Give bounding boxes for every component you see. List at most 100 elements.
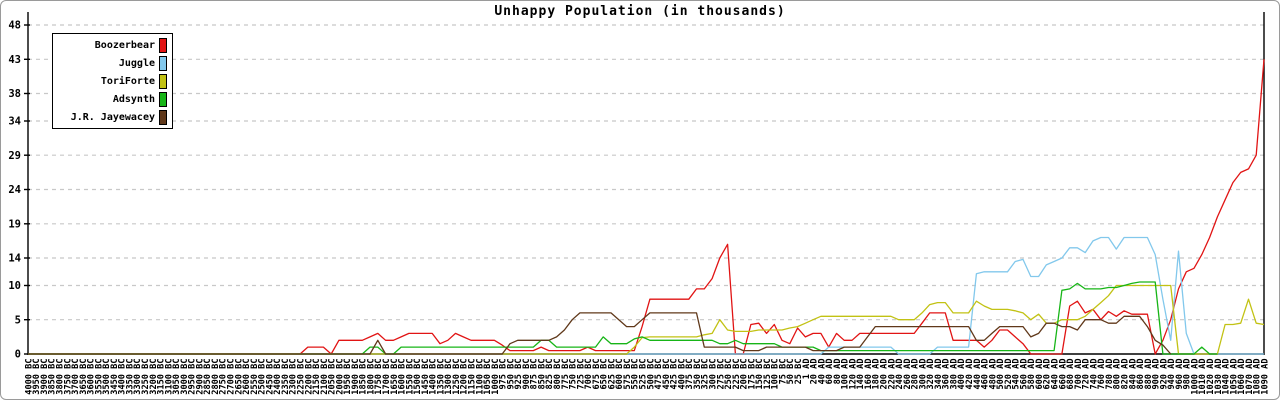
svg-text:0: 0	[15, 349, 21, 361]
svg-text:940 AD: 940 AD	[1167, 359, 1177, 390]
svg-text:48: 48	[8, 20, 21, 32]
svg-text:175 BC: 175 BC	[747, 359, 757, 390]
svg-text:2700 BC: 2700 BC	[227, 359, 237, 395]
svg-text:25 BC: 25 BC	[794, 359, 804, 385]
svg-text:525 BC: 525 BC	[639, 359, 649, 390]
svg-text:400 AD: 400 AD	[957, 359, 967, 390]
svg-text:1020 AD: 1020 AD	[1206, 359, 1216, 395]
svg-text:860 AD: 860 AD	[1136, 359, 1146, 390]
svg-text:1550 BC: 1550 BC	[405, 359, 415, 395]
svg-text:40 AD: 40 AD	[817, 359, 827, 385]
svg-text:2250 BC: 2250 BC	[296, 359, 306, 395]
svg-text:2600 BC: 2600 BC	[242, 359, 252, 395]
y-axis-labels: 0 5 10 14 19 24 29 34 38 43 48	[8, 20, 21, 361]
svg-text:1000 AD: 1000 AD	[1190, 359, 1200, 395]
svg-text:720 AD: 720 AD	[1082, 359, 1092, 390]
svg-text:3400 BC: 3400 BC	[118, 359, 128, 395]
series-line-boozerbear	[28, 59, 1265, 355]
gridlines	[28, 24, 1264, 321]
svg-text:825 BC: 825 BC	[545, 359, 555, 390]
svg-text:3800 BC: 3800 BC	[55, 359, 65, 395]
svg-text:14: 14	[8, 253, 21, 265]
svg-text:75 BC: 75 BC	[778, 359, 788, 385]
svg-text:3100 BC: 3100 BC	[164, 359, 174, 395]
legend-label: Adsynth	[112, 93, 155, 105]
svg-text:38: 38	[8, 88, 21, 100]
svg-text:750 BC: 750 BC	[569, 359, 579, 390]
svg-text:920 AD: 920 AD	[1159, 359, 1169, 390]
svg-text:725 BC: 725 BC	[576, 359, 586, 390]
svg-text:620 AD: 620 AD	[1043, 359, 1053, 390]
svg-text:1050 BC: 1050 BC	[483, 359, 493, 395]
svg-text:275 BC: 275 BC	[716, 359, 726, 390]
svg-text:600 BC: 600 BC	[615, 359, 625, 390]
svg-text:340 AD: 340 AD	[934, 359, 944, 390]
svg-text:580 AD: 580 AD	[1027, 359, 1037, 390]
svg-text:960 AD: 960 AD	[1175, 359, 1185, 390]
svg-text:1800 BC: 1800 BC	[366, 359, 376, 395]
svg-text:560 AD: 560 AD	[1019, 359, 1029, 390]
svg-text:2850 BC: 2850 BC	[203, 359, 213, 395]
svg-text:325 BC: 325 BC	[701, 359, 711, 390]
svg-text:160 AD: 160 AD	[864, 359, 874, 390]
series-line-juggle	[28, 236, 1264, 355]
svg-text:2300 BC: 2300 BC	[289, 359, 299, 395]
svg-text:120 AD: 120 AD	[848, 359, 858, 390]
legend-swatch	[159, 109, 167, 125]
svg-text:3850 BC: 3850 BC	[48, 359, 58, 395]
svg-text:500 BC: 500 BC	[646, 359, 656, 390]
svg-text:2750 BC: 2750 BC	[219, 359, 229, 395]
svg-text:520 AD: 520 AD	[1004, 359, 1014, 390]
svg-text:1350 BC: 1350 BC	[436, 359, 446, 395]
svg-text:280 AD: 280 AD	[911, 359, 921, 390]
svg-text:2900 BC: 2900 BC	[195, 359, 205, 395]
svg-text:1600 BC: 1600 BC	[398, 359, 408, 395]
svg-text:1900 BC: 1900 BC	[351, 359, 361, 395]
svg-text:10: 10	[8, 280, 21, 292]
svg-text:1300 BC: 1300 BC	[444, 359, 454, 395]
svg-text:980 AD: 980 AD	[1183, 359, 1193, 390]
svg-text:1000 BC: 1000 BC	[491, 359, 501, 395]
svg-text:900 BC: 900 BC	[522, 359, 532, 390]
svg-text:480 AD: 480 AD	[988, 359, 998, 390]
svg-text:220 AD: 220 AD	[887, 359, 897, 390]
svg-text:375 BC: 375 BC	[685, 359, 695, 390]
svg-text:950 BC: 950 BC	[506, 359, 516, 390]
svg-text:575 BC: 575 BC	[623, 359, 633, 390]
svg-text:625 BC: 625 BC	[607, 359, 617, 390]
svg-text:300 AD: 300 AD	[918, 359, 928, 390]
svg-text:20 AD: 20 AD	[810, 359, 820, 385]
svg-text:440 AD: 440 AD	[973, 359, 983, 390]
svg-text:800 AD: 800 AD	[1113, 359, 1123, 390]
svg-text:740 AD: 740 AD	[1089, 359, 1099, 390]
svg-text:975 BC: 975 BC	[499, 359, 509, 390]
series-line-j-r-jayewacey	[28, 312, 1172, 355]
svg-text:3200 BC: 3200 BC	[149, 359, 159, 395]
svg-text:500 AD: 500 AD	[996, 359, 1006, 390]
svg-text:760 AD: 760 AD	[1097, 359, 1107, 390]
svg-text:1100 BC: 1100 BC	[475, 359, 485, 395]
svg-text:3500 BC: 3500 BC	[102, 359, 112, 395]
svg-text:3150 BC: 3150 BC	[157, 359, 167, 395]
svg-text:300 BC: 300 BC	[708, 359, 718, 390]
svg-text:125 BC: 125 BC	[763, 359, 773, 390]
svg-text:660 AD: 660 AD	[1058, 359, 1068, 390]
svg-text:1060 AD: 1060 AD	[1237, 359, 1247, 395]
svg-text:640 AD: 640 AD	[1051, 359, 1061, 390]
svg-text:1030 AD: 1030 AD	[1214, 359, 1224, 395]
legend-item: J.R. Jayewacey	[57, 108, 167, 126]
svg-text:360 AD: 360 AD	[942, 359, 952, 390]
svg-text:250 BC: 250 BC	[724, 359, 734, 390]
svg-text:260 AD: 260 AD	[903, 359, 913, 390]
svg-text:150 BC: 150 BC	[755, 359, 765, 390]
svg-text:1 AD: 1 AD	[802, 359, 812, 380]
svg-text:3050 BC: 3050 BC	[172, 359, 182, 395]
legend-item: ToriForte	[57, 72, 167, 90]
svg-text:3550 BC: 3550 BC	[94, 359, 104, 395]
svg-text:2800 BC: 2800 BC	[211, 359, 221, 395]
chart-title: Unhappy Population (in thousands)	[494, 4, 786, 19]
svg-text:180 AD: 180 AD	[872, 359, 882, 390]
legend-swatch	[159, 37, 167, 53]
svg-text:700 BC: 700 BC	[584, 359, 594, 390]
